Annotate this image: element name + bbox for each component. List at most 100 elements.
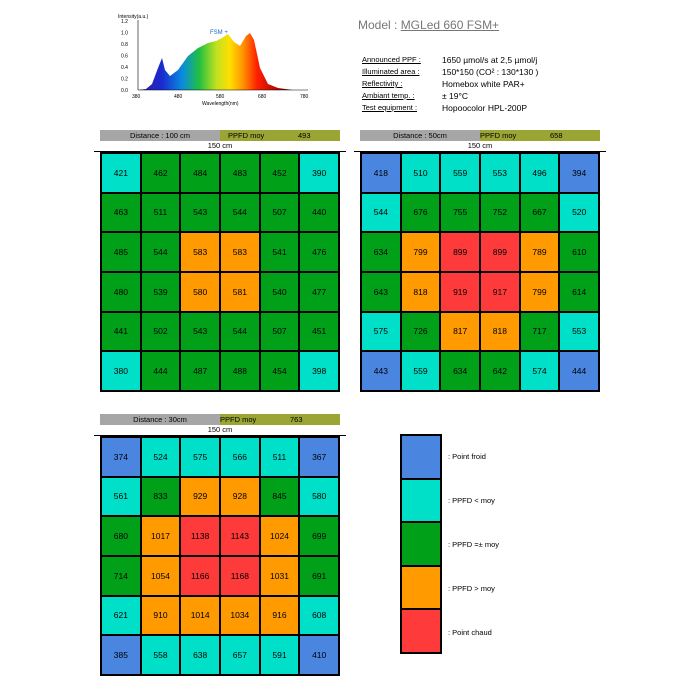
heatmap-cell: 799 — [400, 232, 441, 272]
heatmap-cell: 511 — [259, 437, 300, 477]
heatmap-cell: 367 — [299, 437, 339, 477]
xtick: 780 — [300, 94, 309, 100]
heatmap-cell: 574 — [519, 351, 560, 391]
xtick: 580 — [216, 94, 225, 100]
heatmap-cell: 507 — [259, 192, 300, 233]
heatmap-cell: 714 — [101, 556, 141, 596]
heatmap-cell: 818 — [480, 311, 520, 352]
heatmap-cell: 643 — [361, 272, 401, 312]
heatmap-cell: 919 — [440, 272, 480, 312]
dimension-line — [94, 151, 346, 152]
legend-swatch-froid — [401, 435, 441, 479]
heatmap-cell: 591 — [259, 635, 300, 675]
heatmap-cell: 559 — [400, 351, 441, 391]
spectrum-ylabel: Intensity(a.u.) — [118, 14, 149, 20]
spec-value: Homebox white PAR+ — [442, 79, 525, 89]
xtick: 380 — [132, 94, 141, 100]
heatmap-cell: 484 — [180, 153, 220, 193]
heatmap-cell: 899 — [440, 232, 480, 272]
heatmap-cell: 553 — [559, 311, 599, 352]
ppfd-value: 763 — [290, 415, 303, 424]
heatmap-cell: 543 — [180, 311, 220, 352]
spec-value: 150*150 (CO² : 130*130 ) — [442, 67, 539, 77]
heatmap-cell: 676 — [400, 192, 441, 233]
heatmap-cell: 462 — [140, 153, 181, 193]
heatmap-cell: 1014 — [180, 595, 220, 636]
heatmap-cell: 510 — [400, 153, 441, 193]
heatmap-cell: 799 — [519, 272, 560, 312]
heatmap-cell: 398 — [299, 351, 339, 391]
xtick: 480 — [174, 94, 183, 100]
heatmap-cell: 580 — [299, 476, 339, 517]
heatmap-cell: 717 — [519, 311, 560, 352]
heatmap-cell: 575 — [361, 311, 401, 352]
dimension-line — [94, 435, 346, 436]
heatmap-cell: 385 — [101, 635, 141, 675]
heatmap-cell: 421 — [101, 153, 141, 193]
ppfd-label: PPFD moy — [480, 131, 517, 140]
heatmap-grid-100cm: 421 462 484 483 452 390 463 511 543 544 507 440 485 5… — [100, 152, 340, 392]
heatmap-cell: 440 — [299, 192, 339, 233]
legend-swatch-high — [401, 565, 441, 610]
heatmap-header: Distance : 100 cm PPFD moy 493 — [100, 130, 340, 141]
heatmap-cell: 845 — [259, 476, 300, 517]
heatmap-cell: 691 — [299, 556, 339, 596]
heatmap-cell: 667 — [519, 192, 560, 233]
heatmap-cell: 443 — [361, 351, 401, 391]
heatmap-cell: 394 — [559, 153, 599, 193]
ytick: 0.8 — [121, 42, 128, 48]
spec-row: Test equipment : Hopoocolor HPL-200P — [362, 102, 538, 114]
heatmap-header: Distance : 50cm PPFD moy 658 — [360, 130, 600, 141]
ytick: 0.2 — [121, 77, 128, 83]
heatmap-cell: 561 — [101, 476, 141, 517]
heatmap-cell: 817 — [440, 311, 480, 352]
spec-value: Hopoocolor HPL-200P — [442, 103, 528, 113]
heatmap-cell: 539 — [140, 272, 181, 312]
spectrum-xticks: 380 480 580 680 780 — [132, 94, 309, 100]
legend-swatch-hot — [401, 609, 441, 653]
spec-list: Announced PPF : 1650 µmol/s at 2,5 µmol/j… — [362, 54, 538, 114]
heatmap-cell: 543 — [180, 192, 220, 233]
legend-label: : Point froid — [448, 451, 486, 461]
heatmap-cell: 642 — [480, 351, 520, 391]
heatmap-cell: 487 — [180, 351, 220, 391]
heatmap-cell: 524 — [140, 437, 181, 477]
heatmap-cell: 1166 — [180, 556, 220, 596]
heatmap-cell: 1168 — [220, 556, 260, 596]
heatmap-cell: 583 — [180, 232, 220, 272]
heatmap-cell: 476 — [299, 232, 339, 272]
heatmap-grid-30cm: 374 524 575 566 511 367 561 833 929 928 845 580 680 1… — [100, 436, 340, 676]
heatmap-cell: 390 — [299, 153, 339, 193]
legend-labels: : Point froid : PPFD < moy : PPFD =± moy… — [448, 434, 588, 654]
ytick: 1.0 — [121, 31, 128, 37]
heatmap-cell: 916 — [259, 595, 300, 636]
heatmap-cell: 917 — [480, 272, 520, 312]
legend-swatch-eq — [401, 522, 441, 566]
heatmap-cell: 477 — [299, 272, 339, 312]
heatmap-cell: 581 — [220, 272, 260, 312]
legend-label: : PPFD > moy — [448, 583, 495, 593]
heatmap-cell: 520 — [559, 192, 599, 233]
legend-label: : Point chaud — [448, 627, 492, 637]
heatmap-cell: 485 — [101, 232, 141, 272]
spectrum-chart: Intensity(a.u.) 0.0 0.2 0.4 0.6 0.8 1.0 … — [118, 14, 309, 107]
spec-row: Reflectivity : Homebox white PAR+ — [362, 78, 538, 90]
width-label: 150 cm — [467, 141, 493, 150]
heatmap-cell: 634 — [361, 232, 401, 272]
ppfd-label: PPFD moy — [220, 415, 257, 424]
heatmap-cell: 1143 — [220, 516, 260, 556]
heatmap-cell: 480 — [101, 272, 141, 312]
ppfd-label: PPFD moy — [228, 131, 265, 140]
model-title: Model : MGLed 660 FSM+ — [358, 18, 499, 32]
spectrum-xlabel: Wavelength(nm) — [202, 101, 239, 107]
heatmap-cell: 444 — [559, 351, 599, 391]
xtick: 680 — [258, 94, 267, 100]
distance-label: Distance : 50cm — [360, 130, 480, 141]
heatmap-cell: 1031 — [259, 556, 300, 596]
heatmap-cell: 541 — [259, 232, 300, 272]
heatmap-cell: 380 — [101, 351, 141, 391]
heatmap-cell: 752 — [480, 192, 520, 233]
spec-label: Ambiant temp. : — [362, 91, 415, 100]
heatmap-cell: 580 — [180, 272, 220, 312]
heatmap-cell: 452 — [259, 153, 300, 193]
